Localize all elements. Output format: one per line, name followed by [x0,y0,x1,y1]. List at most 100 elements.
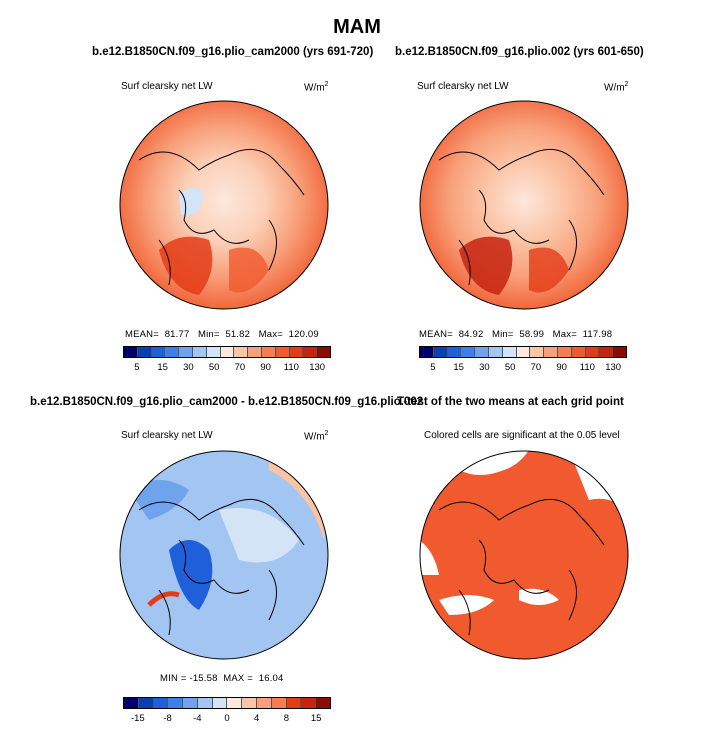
panel3-blue-region [169,540,213,610]
panel4-insignificant-4 [519,588,559,605]
panel2-case-title: b.e12.B1850CN.f09_g16.plio.002 (yrs 601-… [395,46,644,58]
panel4-coastline [438,498,605,636]
panel1-colorbar-swatch [220,347,235,357]
panel1-colorbar-tick-label: 130 [309,362,326,373]
panel3-polar-map [119,450,329,660]
panel1-colorbar-tick-label: 50 [208,362,220,373]
panel3-colorbar [123,697,331,709]
panel3-colorbar-swatch [301,698,317,708]
panel1-colorbar-swatch [261,347,276,357]
panel2-colorbar-swatch [530,347,545,357]
panel3-colorbar-tick-label: 0 [224,713,230,724]
figure-title: MAM [333,16,381,38]
panel3-colorbar-swatch [212,698,228,708]
panel1-warm-region-2 [229,247,269,293]
panel1-colorbar-swatch [124,347,138,357]
panel1-stats: MEAN= 81.77 Min= 51.82 Max= 120.09 [125,329,319,340]
panel2-colorbar-swatch [461,347,476,357]
panel3-colorbar-swatch [271,698,287,708]
panel1-colorbar-tick-label: 15 [157,362,168,373]
panel3-variable: Surf clearsky net LW [121,430,213,441]
panel3-case-title: b.e12.B1850CN.f09_g16.plio_cam2000 - b.e… [30,396,424,408]
panel1-variable: Surf clearsky net LW [121,81,213,92]
panel3-colorbar-tick-label: 15 [310,713,322,724]
panel3-colorbar-tick-label: -15 [130,713,145,724]
panel4-insignificant-3 [439,595,494,615]
panel1-colorbar-swatch [289,347,304,357]
panel2-colorbar-swatch [502,347,517,357]
panel2-warm-region-2 [529,247,569,293]
panel1-field [120,101,328,309]
panel3-colorbar-tick-label: 8 [283,713,290,724]
panel3-colorbar-tick-label: 4 [254,713,260,724]
panel2-polar-map [419,100,629,310]
panel1-coastline [138,148,305,286]
panel2-colorbar-swatch [613,347,626,357]
panel1-colorbar-swatch [165,347,180,357]
panel3-colorbar-swatch [197,698,213,708]
panel3-units: W/m2 [304,430,329,443]
panel2-colorbar [419,346,627,358]
panel1-colorbar-swatch [317,347,330,357]
panel1-colorbar-swatch [303,347,318,357]
panel1-colorbar-swatch [192,347,207,357]
panel2-colorbar-tick-label: 90 [556,362,567,373]
panel2-colorbar-tick-label: 30 [479,362,490,373]
panel2-colorbar-tick-label: 15 [453,362,464,373]
panel3-colorbar-swatch [124,698,139,708]
panel2-variable: Surf clearsky net LW [417,81,509,92]
panel2-colorbar-tick-label: 130 [605,362,622,373]
panel1-colorbar-tick-label: 30 [183,362,194,373]
panel3-colorbar-swatch [257,698,272,708]
panel2-coastline [438,148,605,286]
panel3-colorbar-swatch [316,698,330,708]
panel1-colorbar-swatch [248,347,262,357]
panel3-colorbar-tick-label: -8 [163,713,172,724]
panel3-blue-region-2 [129,480,189,520]
panel4-insignificant-5 [420,540,439,575]
panel2-colorbar-swatch [475,347,489,357]
panel1-colorbar-tick-label: 5 [134,362,140,373]
panel3-coastline [138,498,305,636]
panel1-colorbar [123,346,331,358]
panel3-colorbar-swatch [168,698,184,708]
panel1-colorbar-tick-label: 110 [283,362,299,373]
panel3-pale-region [219,508,299,563]
panel1-colorbar-swatch [275,347,290,357]
panel4-polar-map [419,450,629,660]
panel2-units: W/m2 [604,81,629,94]
panel2-colorbar-swatch [557,347,572,357]
panel3-colorbar-swatch [227,698,243,708]
panel4-note: Colored cells are significant at the 0.0… [424,430,620,441]
panel2-colorbar-tick-label: 110 [579,362,595,373]
panel2-stats: MEAN= 84.92 Min= 58.99 Max= 117.98 [419,329,613,340]
panel3-colorbar-swatch [153,698,169,708]
panel2-colorbar-swatch [544,347,558,357]
panel1-colorbar-tick-label: 90 [260,362,271,373]
panel2-colorbar-swatch [516,347,531,357]
panel2-colorbar-swatch [585,347,600,357]
panel3-red-streak [147,591,180,607]
panel1-warm-region [159,236,213,295]
panel1-colorbar-tick-label: 70 [234,362,246,373]
panel2-colorbar-swatch [433,347,448,357]
panel2-colorbar-tick-label: 50 [504,362,516,373]
panel3-colorbar-swatch [183,698,198,708]
panel1-colorbar-swatch [179,347,193,357]
panel2-colorbar-swatch [420,347,434,357]
panel1-colorbar-swatch [137,347,152,357]
panel1-units: W/m2 [304,81,329,94]
panel2-colorbar-swatch [571,347,586,357]
panel2-colorbar-tick-label: 5 [430,362,436,373]
panel1-colorbar-swatch [151,347,166,357]
panel2-colorbar-tick-label: 70 [530,362,542,373]
panel2-colorbar-swatch [599,347,614,357]
panel4-case-title: T-test of the two means at each grid poi… [397,396,624,408]
panel3-colorbar-tick-label: -4 [193,713,202,724]
panel2-colorbar-swatch [488,347,503,357]
panel3-colorbar-swatch [286,698,302,708]
panel2-warm-region [459,236,513,295]
panel2-colorbar-swatch [447,347,462,357]
panel3-colorbar-swatch [242,698,258,708]
panel1-colorbar-swatch [234,347,249,357]
